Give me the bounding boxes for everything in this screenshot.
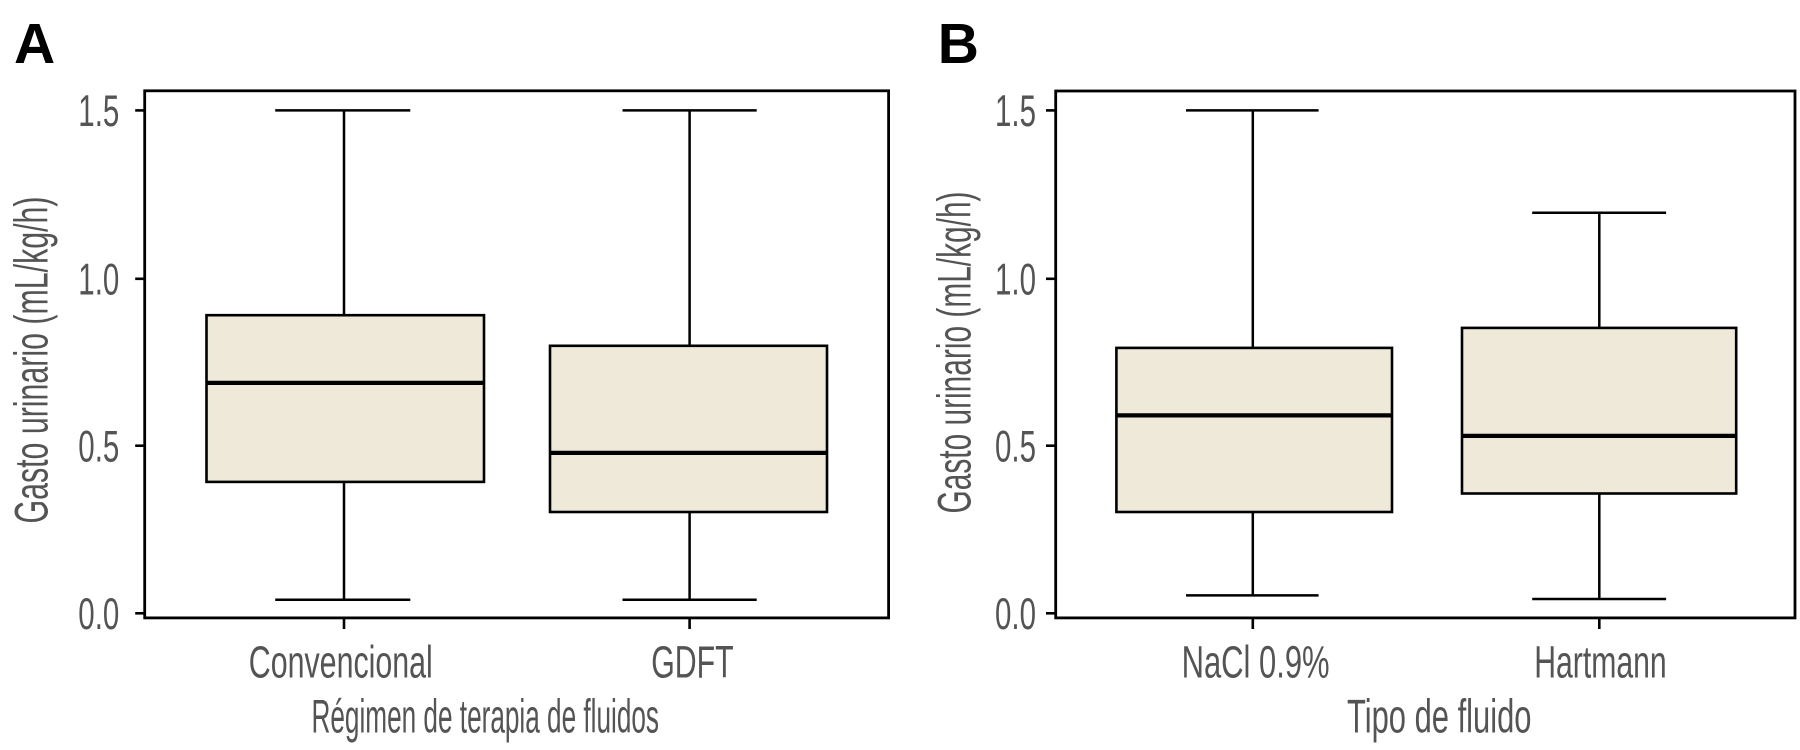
svg-text:Gasto urinario (mL/kg/h): Gasto urinario (mL/kg/h)	[4, 197, 57, 524]
svg-text:B: B	[938, 12, 979, 76]
svg-text:Tipo de fluido: Tipo de fluido	[1347, 689, 1532, 742]
svg-text:0.0: 0.0	[78, 590, 119, 639]
svg-text:0.5: 0.5	[78, 422, 119, 471]
svg-text:1.5: 1.5	[995, 87, 1036, 136]
svg-text:0.5: 0.5	[995, 422, 1036, 471]
svg-text:Régimen de terapia de fluidos: Régimen de terapia de fluidos	[312, 689, 660, 742]
svg-text:1.5: 1.5	[78, 87, 119, 136]
svg-text:1.0: 1.0	[995, 255, 1036, 304]
svg-text:1.0: 1.0	[78, 255, 119, 304]
svg-text:Hartmann: Hartmann	[1534, 636, 1667, 687]
svg-text:GDFT: GDFT	[651, 636, 734, 687]
svg-text:Gasto urinario (mL/kg/h): Gasto urinario (mL/kg/h)	[928, 192, 981, 514]
svg-text:0.0: 0.0	[995, 590, 1036, 639]
svg-text:Convencional: Convencional	[249, 636, 433, 687]
svg-text:A: A	[14, 12, 55, 76]
svg-text:NaCl 0.9%: NaCl 0.9%	[1182, 636, 1330, 687]
